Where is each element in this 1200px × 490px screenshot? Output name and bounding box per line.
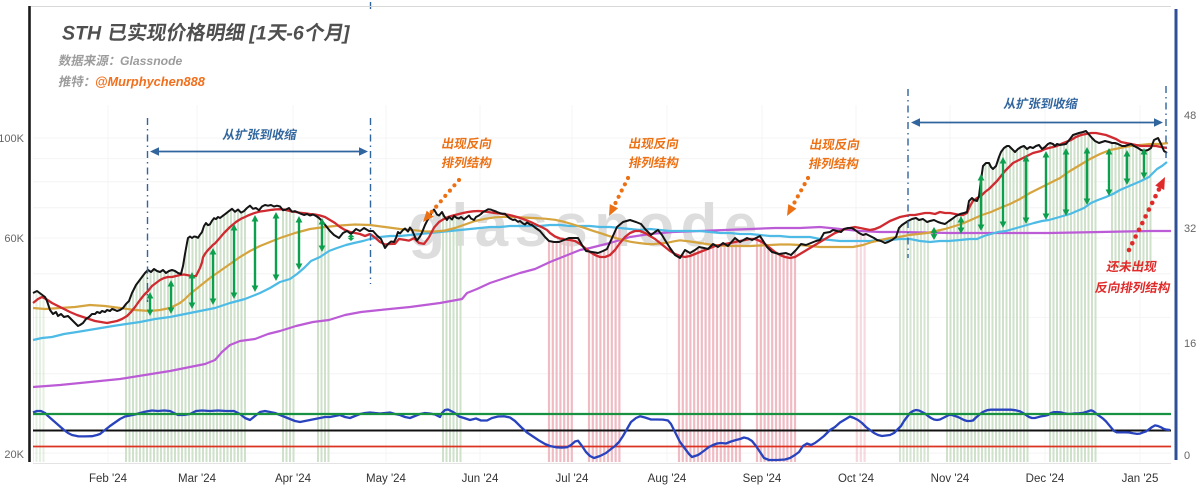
svg-text:Dec '24: Dec '24 — [1026, 473, 1065, 485]
svg-text:100K: 100K — [0, 133, 25, 145]
svg-text:32: 32 — [1184, 223, 1196, 235]
svg-text:0: 0 — [1184, 450, 1190, 462]
svg-text:@Murphychen888: @Murphychen888 — [95, 74, 206, 89]
svg-text:Aug '24: Aug '24 — [648, 473, 687, 485]
svg-text:Sep '24: Sep '24 — [743, 473, 782, 485]
svg-text:Jan '25: Jan '25 — [1122, 473, 1159, 485]
svg-text:Nov '24: Nov '24 — [931, 473, 970, 485]
svg-text:May '24: May '24 — [366, 473, 407, 485]
svg-text:Oct '24: Oct '24 — [838, 473, 875, 485]
svg-text:60K: 60K — [4, 233, 24, 245]
svg-text:20K: 20K — [4, 449, 24, 461]
svg-text:Apr '24: Apr '24 — [275, 473, 312, 485]
svg-text:16: 16 — [1184, 338, 1196, 350]
svg-text:Feb '24: Feb '24 — [89, 473, 128, 485]
svg-text:48: 48 — [1184, 110, 1196, 122]
svg-text:Jun '24: Jun '24 — [462, 473, 499, 485]
svg-text:Glassnode: Glassnode — [120, 54, 183, 68]
svg-text:Jul '24: Jul '24 — [556, 473, 589, 485]
svg-text:Mar '24: Mar '24 — [178, 473, 217, 485]
